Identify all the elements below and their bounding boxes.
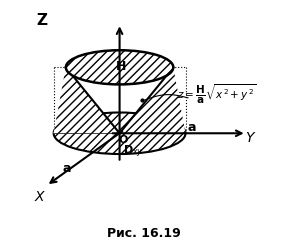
Polygon shape bbox=[54, 67, 120, 133]
Text: a: a bbox=[63, 162, 71, 175]
Text: O: O bbox=[118, 135, 128, 145]
Text: H: H bbox=[115, 60, 126, 73]
Text: $z = \dfrac{\mathbf{H}}{\mathbf{a}}\sqrt{x^{\,2}+y^{\,2}}$: $z = \dfrac{\mathbf{H}}{\mathbf{a}}\sqrt… bbox=[177, 83, 257, 106]
Text: Y: Y bbox=[245, 131, 253, 145]
Text: Z: Z bbox=[36, 13, 47, 28]
Polygon shape bbox=[120, 67, 185, 133]
Polygon shape bbox=[54, 67, 103, 133]
Text: X: X bbox=[34, 190, 44, 204]
Text: $\mathbf{D}_{xy}$: $\mathbf{D}_{xy}$ bbox=[123, 144, 143, 160]
Ellipse shape bbox=[66, 50, 173, 84]
Text: a: a bbox=[187, 121, 196, 134]
Ellipse shape bbox=[54, 113, 185, 154]
Text: Рис. 16.19: Рис. 16.19 bbox=[107, 226, 181, 240]
